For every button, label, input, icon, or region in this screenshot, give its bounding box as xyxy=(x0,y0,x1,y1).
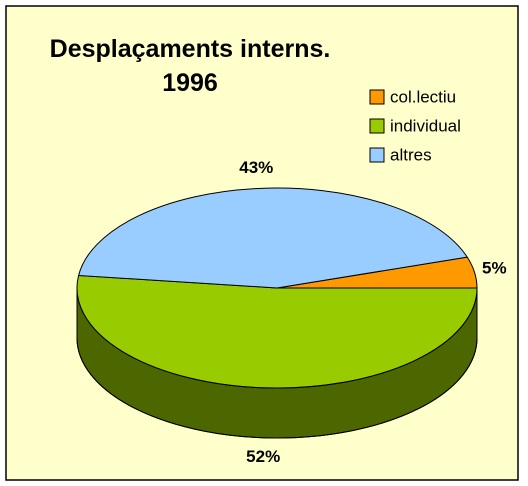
legend-label: individual xyxy=(390,116,461,135)
pie-slice xyxy=(77,187,469,289)
pie-slice xyxy=(76,274,478,389)
data-label: 43% xyxy=(239,158,273,177)
chart-title: Desplaçaments interns. 1996 xyxy=(49,35,331,97)
legend-label: col.lectiu xyxy=(390,87,456,106)
data-label: 52% xyxy=(246,447,280,466)
legend-label: altres xyxy=(390,145,432,164)
legend-swatch xyxy=(369,89,385,105)
data-label: 5% xyxy=(482,259,507,278)
legend-swatch xyxy=(369,147,385,163)
legend-swatch xyxy=(369,118,385,134)
